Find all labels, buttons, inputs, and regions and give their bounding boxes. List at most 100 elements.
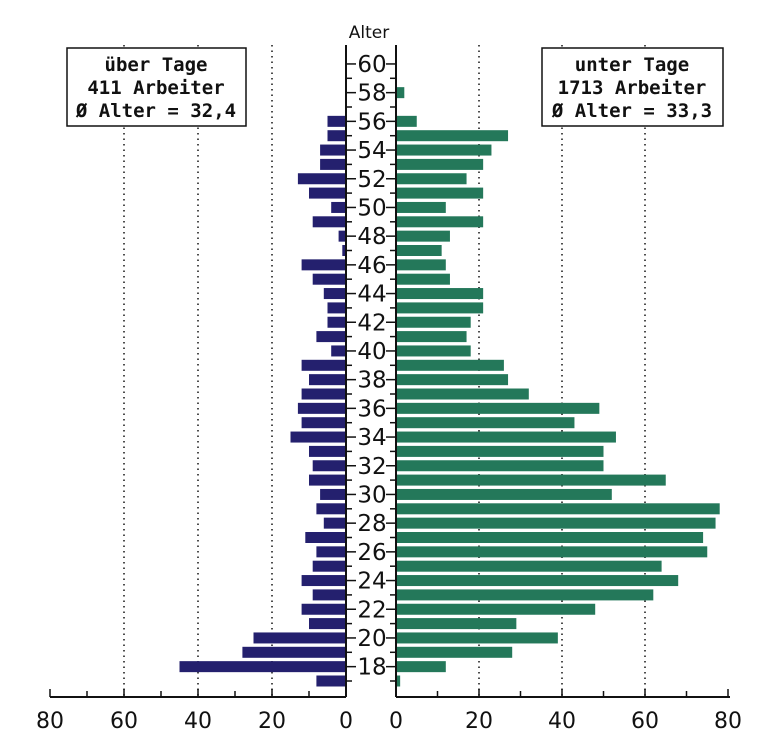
bar-left-age-45 [312, 273, 346, 285]
bar-left-age-20 [253, 632, 346, 644]
bar-right-age-31 [396, 474, 666, 486]
bar-right-age-42 [396, 316, 471, 328]
bar-left-age-33 [309, 445, 346, 457]
bar-right-age-54 [396, 144, 492, 156]
legend-right: unter Tage 1713 Arbeiter Ø Alter = 33,3 [541, 47, 724, 127]
bar-left-age-28 [323, 517, 346, 529]
bar-right-age-25 [396, 560, 662, 572]
bar-left-age-29 [316, 503, 346, 515]
bar-left-age-25 [312, 560, 346, 572]
x-label-right-80: 80 [714, 709, 742, 734]
age-tick-labels: 1820222426283032343638404244464850525456… [357, 52, 386, 681]
age-label-44: 44 [357, 282, 386, 308]
bar-left-age-21 [309, 618, 346, 630]
bar-left-age-40 [331, 345, 346, 357]
bar-left-age-18 [179, 661, 346, 673]
axes [49, 45, 730, 698]
legend-left-line1: über Tage [105, 54, 208, 76]
age-label-32: 32 [357, 454, 386, 480]
bar-right-age-37 [396, 388, 529, 400]
bar-left-age-31 [309, 474, 346, 486]
legend-left-line2: 411 Arbeiter [87, 77, 224, 99]
bar-right-age-24 [396, 575, 679, 587]
bar-right-age-55 [396, 130, 509, 142]
bar-right-age-18 [396, 661, 446, 673]
bar-right-age-26 [396, 546, 708, 558]
bar-left-age-36 [297, 402, 346, 414]
bar-right-age-45 [396, 273, 450, 285]
bar-left-age-34 [290, 431, 346, 443]
bar-right-age-23 [396, 589, 654, 601]
bar-right-age-17 [396, 675, 401, 687]
legend-left-box [66, 47, 247, 127]
legend-left-line3: Ø Alter = 32,4 [75, 100, 236, 122]
bar-right-age-39 [396, 359, 504, 371]
bar-right-age-56 [396, 115, 417, 127]
bar-left-age-26 [316, 546, 346, 558]
bar-right-age-50 [396, 201, 446, 213]
bar-right-age-49 [396, 216, 484, 228]
bar-right-age-38 [396, 374, 509, 386]
bar-right-age-28 [396, 517, 716, 529]
right-series-bars [396, 87, 720, 687]
age-label-52: 52 [357, 167, 386, 193]
bar-left-age-39 [301, 359, 346, 371]
x-label-left-0: 0 [339, 709, 353, 734]
bar-left-age-53 [320, 158, 346, 170]
bar-right-age-46 [396, 259, 446, 271]
bar-right-age-53 [396, 158, 484, 170]
legend-right-line2: 1713 Arbeiter [558, 77, 707, 99]
bar-right-age-27 [396, 532, 704, 543]
age-label-24: 24 [357, 569, 386, 595]
age-label-22: 22 [357, 597, 386, 623]
bar-left-age-19 [242, 646, 346, 658]
x-label-right-60: 60 [631, 709, 659, 734]
bar-right-age-22 [396, 603, 596, 615]
legend-right-line3: Ø Alter = 33,3 [551, 100, 712, 122]
legend-left: über Tage 411 Arbeiter Ø Alter = 32,4 [66, 47, 247, 127]
bar-right-age-43 [396, 302, 484, 314]
age-label-30: 30 [357, 482, 386, 508]
age-label-20: 20 [357, 626, 386, 652]
age-label-34: 34 [357, 425, 386, 451]
legend-right-box [541, 47, 724, 127]
age-label-46: 46 [357, 253, 386, 279]
bar-right-age-51 [396, 187, 484, 199]
bar-left-age-49 [312, 216, 346, 228]
x-label-left-20: 20 [258, 709, 286, 734]
x-tick-labels: 80 60 40 20 0 0 20 40 60 80 [36, 709, 742, 734]
bar-left-age-55 [327, 130, 346, 142]
x-label-right-40: 40 [548, 709, 576, 734]
bar-left-age-27 [305, 532, 346, 543]
bar-left-age-43 [327, 302, 346, 314]
bar-left-age-32 [312, 460, 346, 472]
bar-right-age-33 [396, 445, 604, 457]
bar-left-age-35 [301, 417, 346, 429]
bar-left-age-47 [342, 245, 346, 256]
x-label-right-0: 0 [389, 709, 403, 734]
bar-left-age-42 [327, 316, 346, 328]
bar-right-age-41 [396, 331, 467, 343]
bar-left-age-52 [297, 173, 346, 185]
bar-right-age-47 [396, 245, 442, 256]
bar-left-age-44 [323, 288, 346, 300]
x-label-left-40: 40 [184, 709, 212, 734]
bar-left-age-38 [309, 374, 346, 386]
bar-right-age-48 [396, 230, 450, 242]
bar-right-age-52 [396, 173, 467, 185]
bar-left-age-51 [309, 187, 346, 199]
x-label-left-60: 60 [110, 709, 138, 734]
x-label-right-20: 20 [465, 709, 493, 734]
x-label-left-80: 80 [36, 709, 64, 734]
age-label-38: 38 [357, 368, 386, 394]
bar-left-age-56 [327, 115, 346, 127]
bar-left-age-50 [331, 201, 346, 213]
age-label-50: 50 [357, 195, 386, 221]
bar-right-age-19 [396, 646, 513, 658]
legend-right-line1: unter Tage [575, 54, 689, 76]
bar-left-age-30 [320, 488, 346, 500]
bar-right-age-58 [396, 87, 405, 99]
bar-left-age-48 [338, 230, 346, 242]
bar-right-age-20 [396, 632, 558, 644]
